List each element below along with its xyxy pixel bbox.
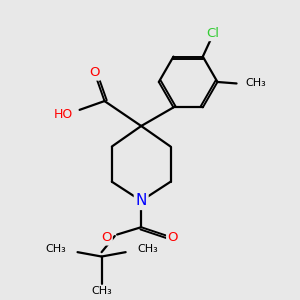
Text: CH₃: CH₃ bbox=[91, 286, 112, 296]
Text: HO: HO bbox=[54, 108, 73, 121]
Text: CH₃: CH₃ bbox=[137, 244, 158, 254]
Text: O: O bbox=[89, 66, 100, 79]
Text: O: O bbox=[168, 231, 178, 244]
Text: CH₃: CH₃ bbox=[245, 79, 266, 88]
Text: Cl: Cl bbox=[207, 27, 220, 40]
Text: N: N bbox=[136, 193, 147, 208]
Text: O: O bbox=[101, 231, 111, 244]
Text: CH₃: CH₃ bbox=[45, 244, 66, 254]
